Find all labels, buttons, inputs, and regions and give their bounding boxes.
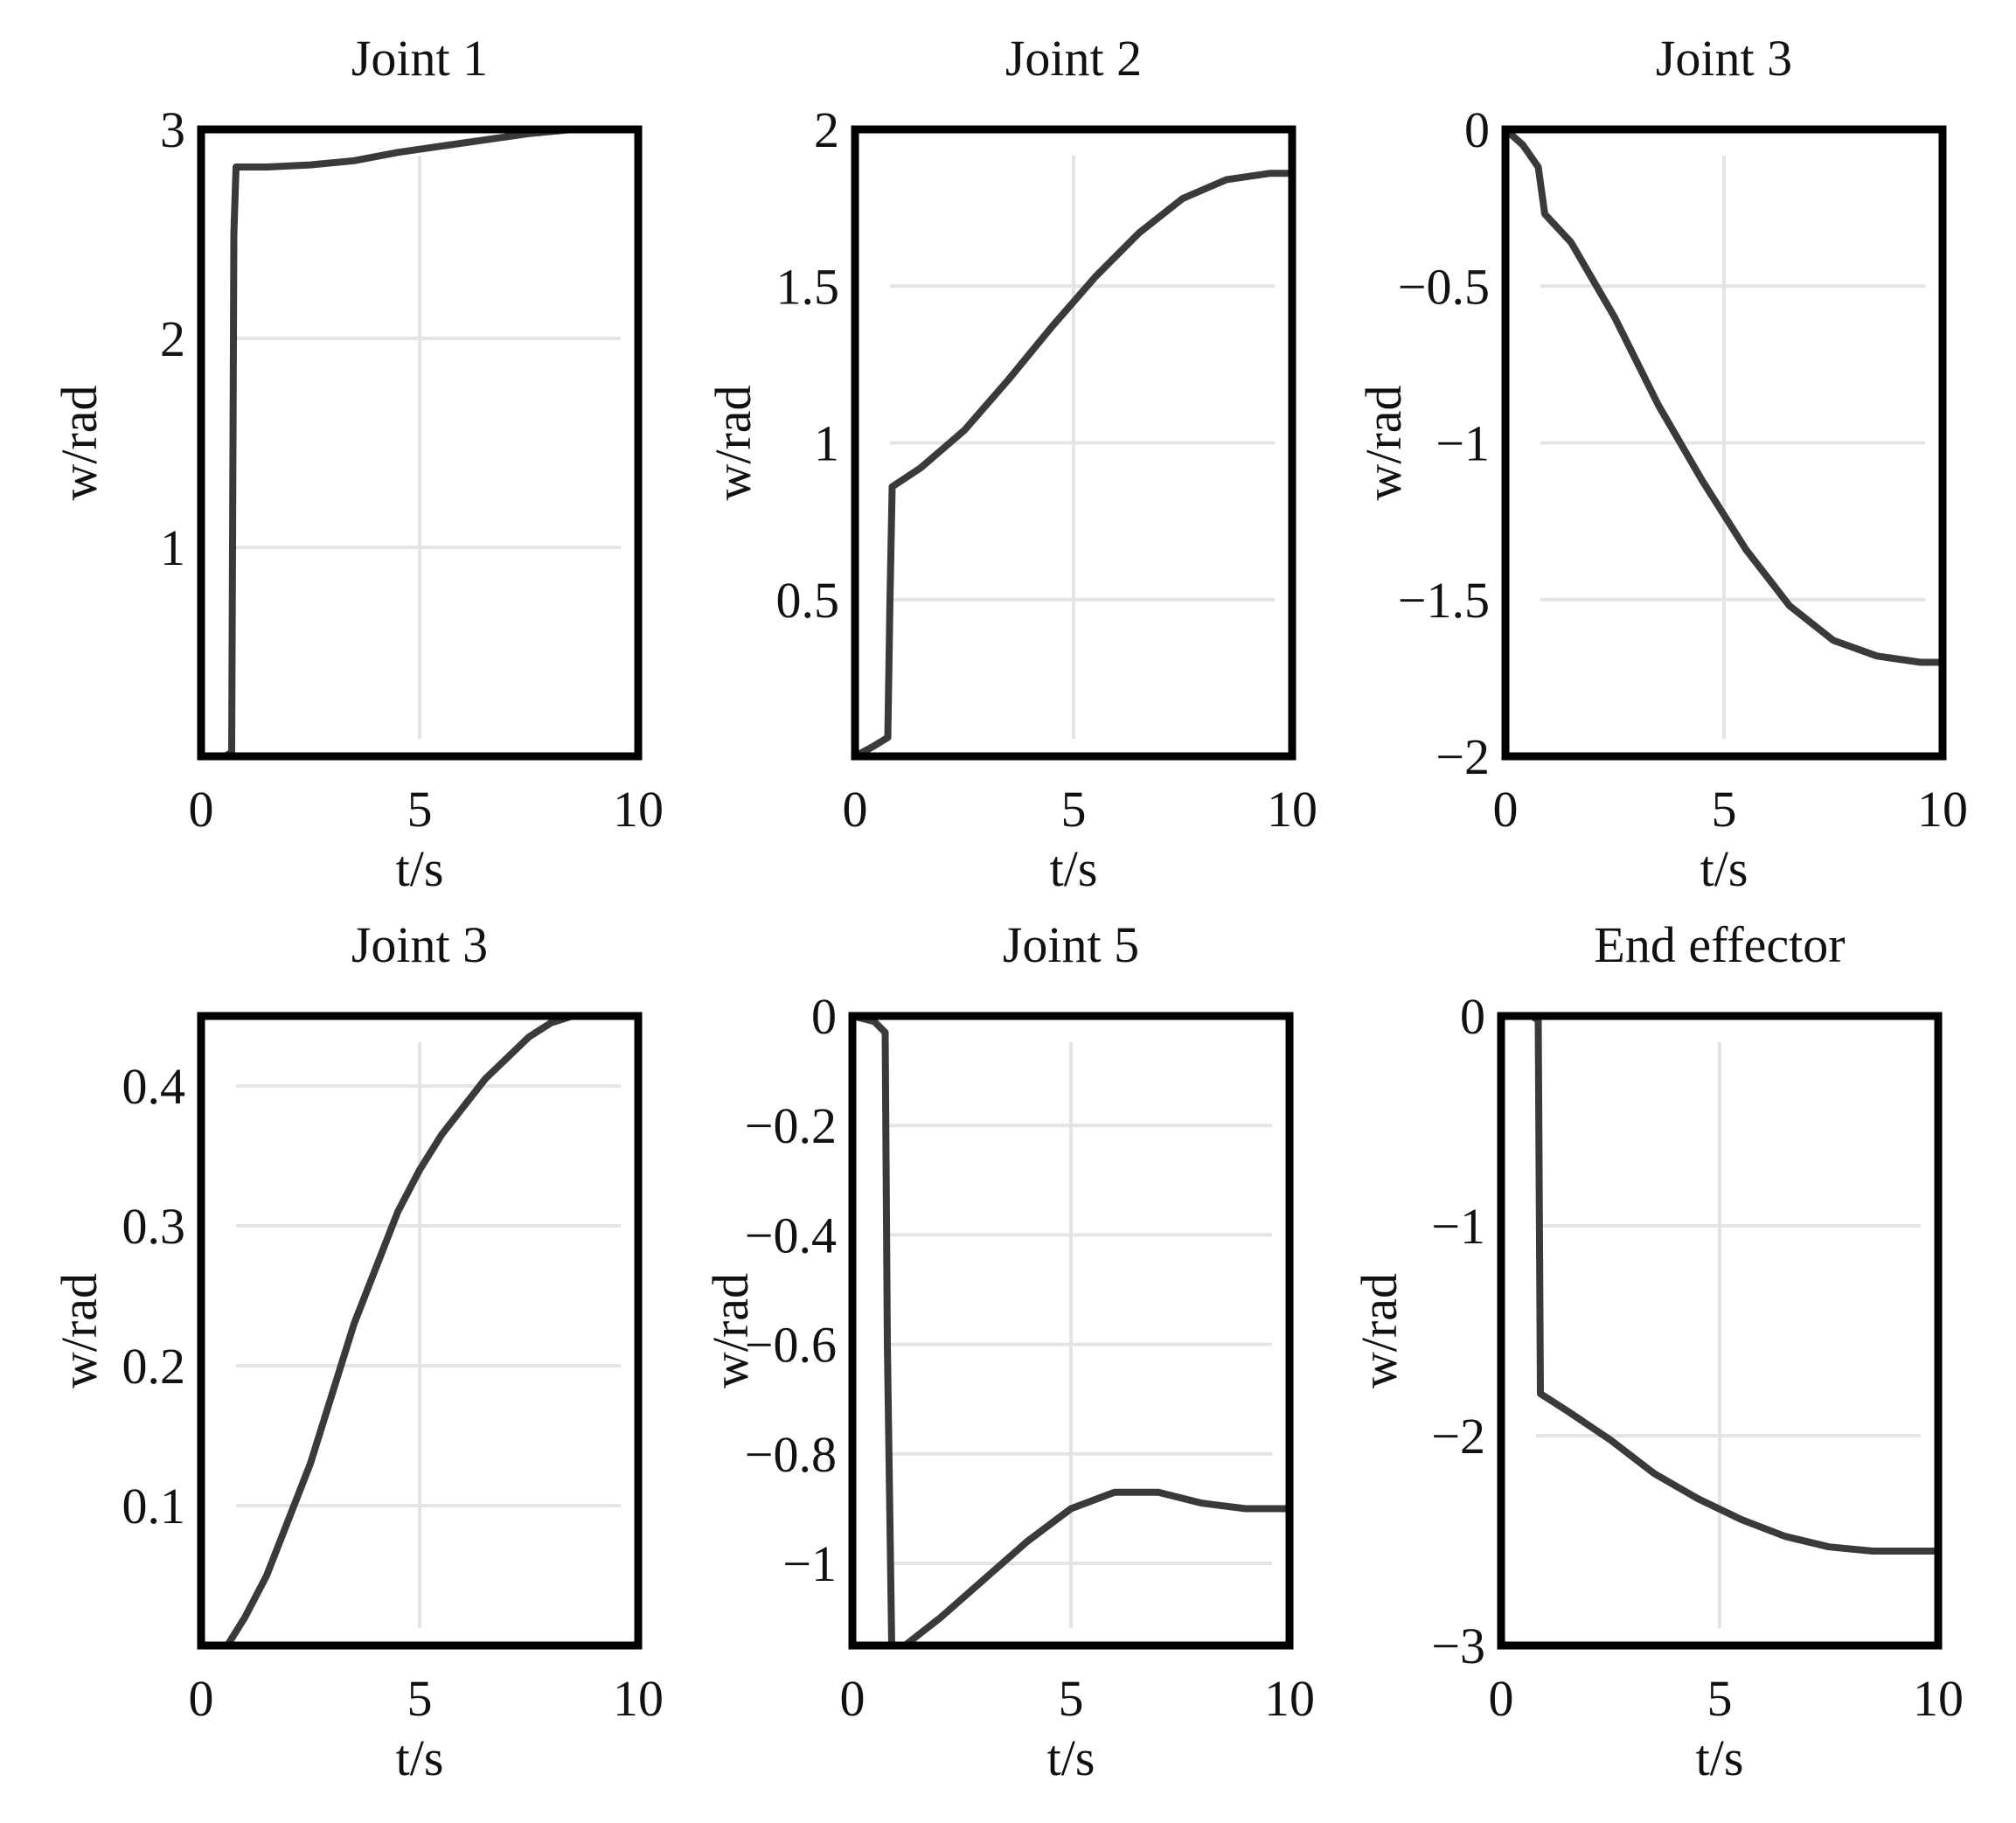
- data-series-line: [849, 1012, 1293, 1649]
- plot-frame: [851, 125, 1296, 761]
- y-tick-label: 0.5: [776, 572, 840, 629]
- plot-title: Joint 1: [351, 30, 488, 87]
- x-tick-label: 10: [1913, 1670, 1964, 1727]
- x-axis-label: t/s: [1047, 1729, 1095, 1786]
- y-axis-label: w/rad: [51, 1273, 108, 1388]
- x-tick-label: 10: [613, 1670, 664, 1727]
- x-tick-label: 10: [1267, 781, 1317, 838]
- subplot-3: Joint 3 0 5 10 0 −0.5 −1 −1.5 −2 t/s w/rad: [1355, 30, 1968, 897]
- data-series-line: [224, 1012, 642, 1649]
- y-tick-label: 2: [160, 310, 185, 367]
- y-tick-label: 0: [1464, 101, 1490, 158]
- plot-frame: [197, 1012, 643, 1650]
- y-tick-label: −1: [1436, 415, 1490, 472]
- y-tick-label: −1: [782, 1535, 837, 1592]
- plot-title: End effector: [1594, 916, 1845, 973]
- x-tick-label: 5: [1712, 781, 1737, 838]
- y-axis-label: w/rad: [51, 385, 108, 500]
- plot-frame: [197, 125, 643, 761]
- plot-frame: [848, 1012, 1294, 1650]
- x-tick-label: 5: [407, 781, 433, 838]
- x-tick-label: 10: [1264, 1670, 1315, 1727]
- plot-title: Joint 3: [351, 916, 488, 973]
- x-axis-label: t/s: [396, 1729, 444, 1786]
- y-tick-label: 2: [814, 101, 839, 158]
- plot-frame: [1497, 1012, 1943, 1650]
- y-tick-label: −3: [1431, 1618, 1485, 1674]
- y-tick-label: −0.6: [745, 1317, 837, 1374]
- x-tick-label: 10: [1917, 781, 1968, 838]
- y-tick-label: 0.1: [122, 1478, 186, 1534]
- y-axis-label: w/rad: [1355, 385, 1412, 500]
- y-tick-label: 3: [160, 101, 185, 158]
- x-axis-label: t/s: [1700, 840, 1748, 897]
- x-tick-label: 0: [843, 781, 868, 838]
- y-tick-label: −0.2: [745, 1097, 837, 1154]
- x-tick-label: 0: [1493, 781, 1519, 838]
- y-tick-label: 1.5: [776, 258, 840, 315]
- plot-title: Joint 5: [1003, 916, 1139, 973]
- y-tick-label: 0: [1460, 988, 1485, 1045]
- x-axis-label: t/s: [1696, 1729, 1744, 1786]
- subplot-5: Joint 5 0 5 10 0 −0.2 −0.4 −0.6 −0.8 −1 t/s w/rad: [702, 916, 1315, 1786]
- y-tick-label: −2: [1436, 728, 1490, 785]
- y-axis-label: w/rad: [1351, 1273, 1408, 1388]
- y-tick-label: 1: [160, 519, 185, 576]
- x-tick-label: 0: [1489, 1670, 1514, 1727]
- subplot-2: Joint 2 0 5 10 0.5 1 1.5 2 t/s w/rad: [705, 30, 1317, 897]
- x-tick-label: 0: [189, 781, 214, 838]
- x-tick-label: 10: [613, 781, 664, 838]
- y-tick-label: −1.5: [1398, 572, 1490, 629]
- y-tick-label: 0.2: [122, 1338, 186, 1395]
- data-series-line: [1502, 126, 1946, 666]
- y-tick-label: −0.4: [745, 1207, 837, 1263]
- y-tick-label: 0.3: [122, 1198, 186, 1255]
- x-tick-label: 5: [1707, 1670, 1733, 1727]
- y-tick-label: 1: [814, 415, 839, 472]
- y-tick-label: −1: [1431, 1198, 1485, 1255]
- y-tick-label: 0.4: [122, 1058, 186, 1115]
- x-tick-label: 0: [840, 1670, 865, 1727]
- subplot-1: Joint 1 0 5 10 1 2 3 t/s w/rad: [51, 30, 664, 897]
- data-series-line: [1498, 1012, 1942, 1555]
- y-tick-label: 0: [811, 988, 837, 1045]
- x-tick-label: 5: [407, 1670, 433, 1727]
- y-tick-label: −0.8: [745, 1426, 837, 1483]
- x-tick-label: 0: [189, 1670, 214, 1727]
- x-axis-label: t/s: [1050, 840, 1098, 897]
- data-series-line: [852, 170, 1296, 760]
- y-tick-label: −2: [1431, 1408, 1485, 1465]
- plot-title: Joint 2: [1005, 30, 1142, 87]
- y-axis-label: w/rad: [702, 1273, 759, 1388]
- subplot-6: End effector 0 5 10 0 −1 −2 −3 t/s w/rad: [1351, 916, 1964, 1786]
- y-axis-label: w/rad: [705, 385, 761, 500]
- y-tick-label: −0.5: [1398, 258, 1490, 315]
- subplot-4: Joint 3 0 5 10 0.1 0.2 0.3 0.4 t/s w/rad: [51, 916, 664, 1786]
- x-tick-label: 5: [1059, 1670, 1084, 1727]
- x-axis-label: t/s: [396, 840, 444, 897]
- plot-frame: [1501, 125, 1947, 761]
- x-tick-label: 5: [1061, 781, 1087, 838]
- plot-title: Joint 3: [1656, 30, 1792, 87]
